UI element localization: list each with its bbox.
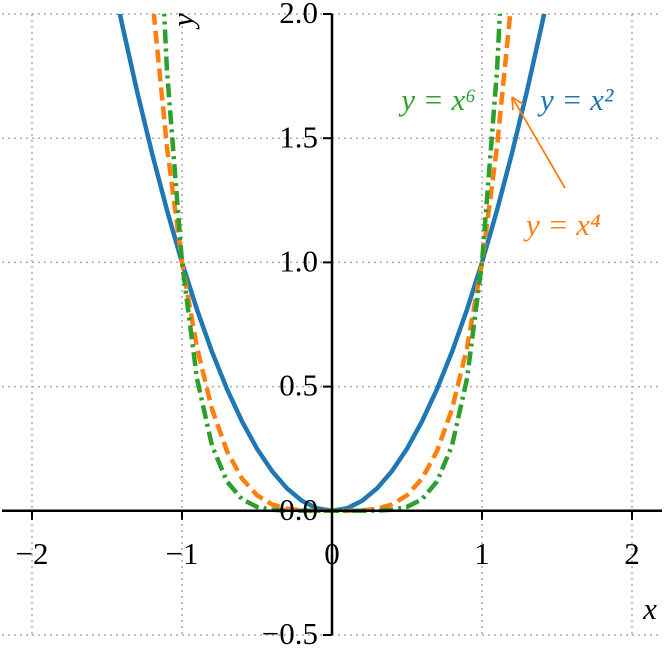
annotation-arrow bbox=[511, 96, 566, 189]
y-tick-label: 0.5 bbox=[279, 368, 318, 403]
y-tick-label: 2.0 bbox=[279, 0, 318, 30]
x-axis-label: x bbox=[642, 591, 657, 626]
y-tick-label: 1.5 bbox=[279, 119, 318, 154]
x-tick-label: −1 bbox=[166, 536, 199, 571]
x-tick-label: 1 bbox=[474, 536, 490, 571]
y-tick-label: 1.0 bbox=[279, 244, 318, 279]
series-label: y = x² bbox=[537, 82, 614, 117]
series-label: y = x⁶ bbox=[398, 82, 476, 117]
x-tick-label: 2 bbox=[624, 536, 640, 571]
y-tick-label: 0.0 bbox=[279, 492, 318, 527]
arrow-head bbox=[511, 96, 524, 111]
y-axis-label: y bbox=[165, 13, 200, 30]
y-tick-label: −0.5 bbox=[262, 616, 318, 651]
x-tick-label: −2 bbox=[16, 536, 49, 571]
series-label: y = x⁴ bbox=[523, 207, 601, 242]
